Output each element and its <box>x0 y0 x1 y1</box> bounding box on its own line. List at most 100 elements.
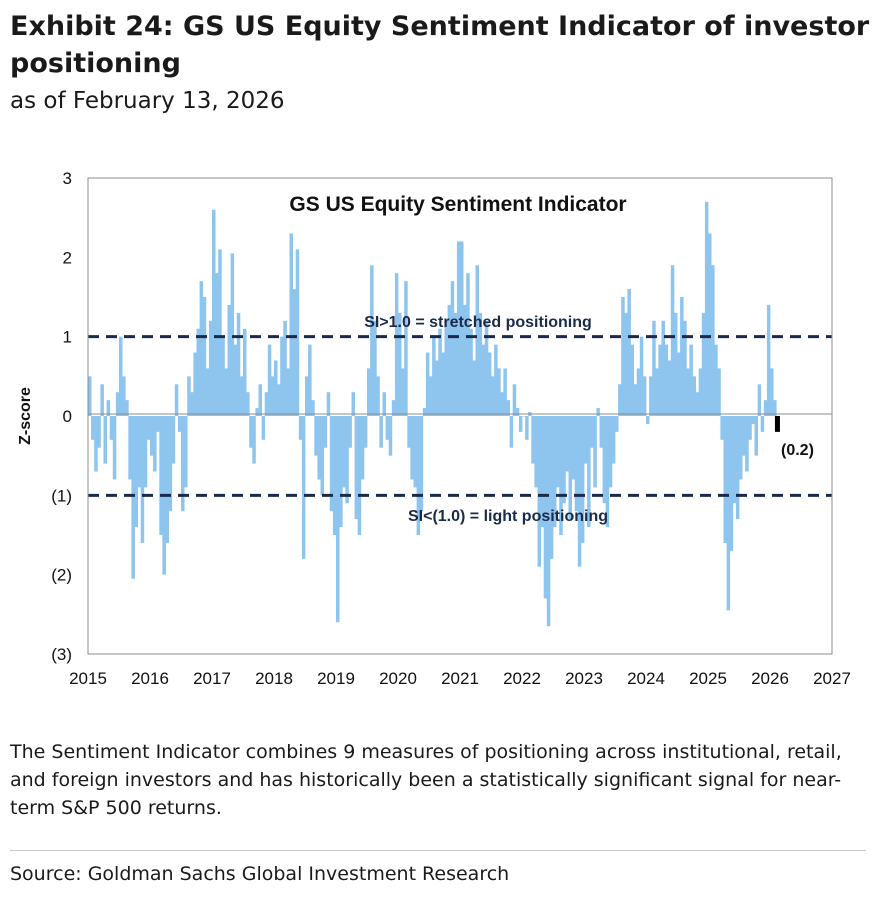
series-bar <box>199 281 204 416</box>
series-bar <box>661 320 665 416</box>
series-bar <box>444 320 448 416</box>
series-bar <box>422 408 427 416</box>
series-bar <box>153 416 157 472</box>
series-bar <box>351 392 355 416</box>
series-bar <box>543 416 548 599</box>
y-tick-label: 1 <box>63 328 72 347</box>
series-bar <box>177 416 182 432</box>
series-layer <box>88 201 780 627</box>
series-bar <box>472 360 476 416</box>
y-tick-label: 0 <box>63 407 72 426</box>
series-bar <box>150 416 154 456</box>
series-bar <box>103 416 107 464</box>
series-bar <box>469 328 473 416</box>
series-bar <box>218 249 222 416</box>
series-bar <box>642 376 647 416</box>
series-bar <box>221 336 225 416</box>
series-bar <box>376 376 380 416</box>
series-bar <box>193 352 197 416</box>
page-subtitle: as of February 13, 2026 <box>10 88 285 114</box>
series-bar <box>732 416 737 504</box>
series-bar <box>305 376 309 416</box>
x-tick-label: 2023 <box>565 669 603 688</box>
series-bar <box>531 416 535 464</box>
series-bar <box>274 360 278 416</box>
series-bar <box>171 416 176 464</box>
series-bar <box>357 416 362 535</box>
x-tick-label: 2024 <box>627 669 665 688</box>
series-bar <box>301 416 306 559</box>
series-bar <box>202 297 207 416</box>
series-bar <box>391 400 396 416</box>
series-bar <box>249 416 253 448</box>
series-bar <box>751 416 755 424</box>
series-bar <box>599 416 603 448</box>
series-bar <box>723 416 727 543</box>
series-bar <box>100 384 104 416</box>
x-tick-label: 2020 <box>379 669 417 688</box>
series-bar <box>348 416 352 448</box>
series-bar <box>509 416 514 448</box>
series-bar <box>478 312 483 416</box>
series-bar <box>692 376 696 416</box>
series-bar <box>639 336 644 416</box>
series-bar <box>128 416 132 480</box>
series-bar <box>311 400 315 416</box>
series-bar <box>286 368 290 416</box>
series-bar <box>652 320 656 416</box>
series-bar <box>673 312 678 416</box>
series-bar <box>134 416 138 528</box>
series-bar <box>491 376 495 416</box>
series-bar <box>370 265 374 416</box>
series-bar <box>329 416 334 512</box>
series-bar <box>596 408 600 416</box>
y-tick-label: 3 <box>63 169 72 188</box>
series-bar <box>277 384 281 416</box>
x-tick-label: 2016 <box>131 669 169 688</box>
series-bar <box>568 416 572 520</box>
series-bar <box>326 392 331 416</box>
series-bar <box>460 241 464 416</box>
series-bar <box>497 368 501 416</box>
series-bar <box>453 312 458 416</box>
series-bar <box>429 376 433 416</box>
chart-caption: The Sentiment Indicator combines 9 measu… <box>10 741 842 819</box>
series-bar <box>739 416 743 480</box>
series-bar <box>670 265 675 416</box>
series-bar <box>584 416 588 464</box>
series-bar <box>484 320 489 416</box>
series-bar <box>506 400 510 416</box>
series-bar <box>763 400 768 416</box>
series-bar <box>549 416 554 559</box>
threshold-label-light: SI<(1.0) = light positioning <box>408 508 608 525</box>
threshold-layer <box>88 335 832 497</box>
series-bar <box>261 416 266 440</box>
series-bar <box>106 400 111 416</box>
series-bar <box>230 253 235 416</box>
x-tick-label: 2018 <box>255 669 293 688</box>
series-bar <box>633 384 638 416</box>
x-tick-label: 2027 <box>813 669 851 688</box>
series-bar <box>574 416 579 512</box>
series-bar <box>401 368 405 416</box>
series-bar <box>190 392 194 416</box>
series-bar <box>360 416 365 480</box>
series-bar <box>385 416 390 440</box>
series-bar <box>487 352 492 416</box>
series-bar <box>146 416 151 440</box>
series-bar <box>258 384 262 416</box>
source-note: Source: Goldman Sachs Global Investment … <box>10 863 510 885</box>
series-bar <box>413 416 417 488</box>
series-bar <box>748 416 752 440</box>
series-bar <box>512 384 517 416</box>
series-bar <box>425 352 430 416</box>
x-tick-label: 2025 <box>689 669 727 688</box>
series-bar <box>382 392 386 416</box>
series-bar <box>655 368 659 416</box>
series-bar <box>339 416 343 528</box>
series-bar <box>323 416 328 448</box>
divider <box>10 850 866 851</box>
series-bar <box>267 344 272 416</box>
series-bar <box>658 344 662 416</box>
series-bar <box>571 416 576 480</box>
